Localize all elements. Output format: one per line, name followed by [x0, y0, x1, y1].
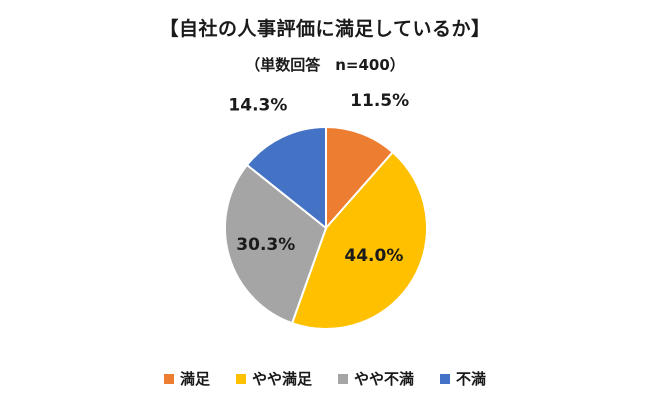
pie-slice-manzoku [325, 125, 395, 231]
legend-label: 満足 [179, 370, 210, 388]
legend-swatch [163, 373, 174, 384]
legend-label: やや満足 [251, 370, 312, 388]
chart-legend: 満足 やや満足 やや不満 不満 [0, 368, 650, 389]
legend-swatch [440, 373, 451, 384]
legend-item-yaya-manzoku: やや満足 [235, 368, 312, 389]
legend-swatch [338, 373, 348, 384]
legend-swatch [235, 373, 246, 384]
data-label-fuman: 14.3% [228, 96, 287, 116]
data-label-yaya-manzoku: 44.0% [344, 246, 403, 266]
legend-label: やや不満 [354, 370, 415, 388]
legend-label: 不満 [456, 370, 487, 388]
chart-title: 【自社の人事評価に満足しているか】 [159, 18, 491, 40]
pie-slice-yaya-manzoku [290, 150, 428, 330]
legend-item-manzoku: 満足 [163, 368, 210, 389]
pie-slice-fuman [245, 125, 327, 231]
data-label-yaya-fuman: 30.3% [236, 235, 295, 255]
chart-subtitle: （単数回答 n=400） [245, 56, 405, 74]
legend-item-fuman: 不満 [440, 368, 486, 389]
legend-item-yaya-fuman: やや不満 [338, 368, 414, 389]
pie-slice-yaya-fuman [224, 163, 328, 325]
data-label-manzoku: 11.5% [350, 91, 409, 111]
